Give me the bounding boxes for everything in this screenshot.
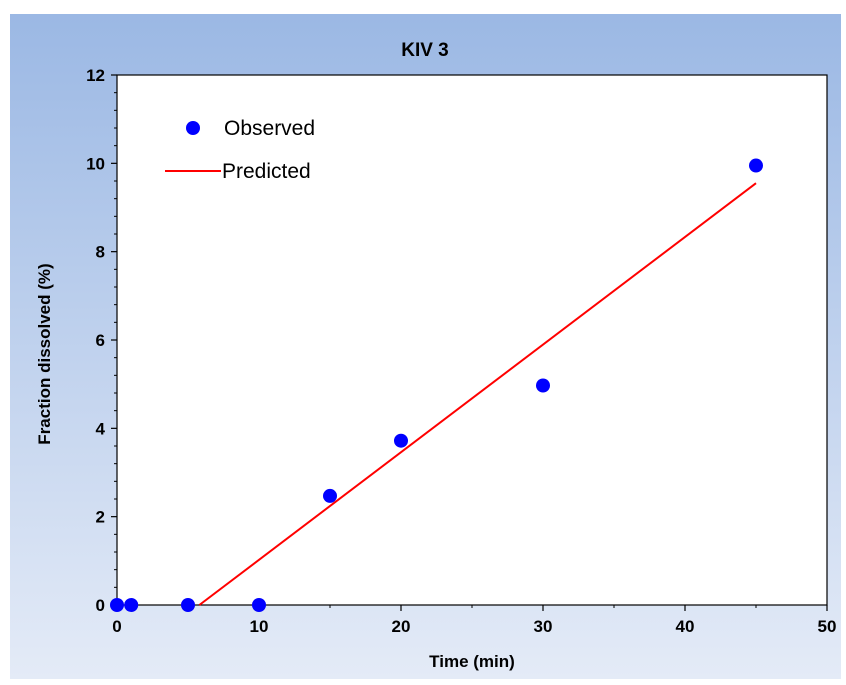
observed-point: [110, 598, 124, 612]
y-tick-label: 12: [86, 66, 105, 85]
plot-area: [117, 75, 827, 605]
observed-point: [124, 598, 138, 612]
chart: KIV 3 0 10 20 30 40 50 0 2 4 6 8 10 12 Time (min) Fr…: [10, 14, 841, 679]
x-tick-label: 50: [818, 617, 837, 636]
chart-frame: KIV 3 0 10 20 30 40 50 0 2 4 6 8 10 12 Time (min) Fr…: [10, 14, 841, 679]
x-tick-label: 30: [534, 617, 553, 636]
x-tick-label: 40: [676, 617, 695, 636]
y-tick-label: 10: [86, 154, 105, 173]
y-tick-label: 8: [96, 243, 105, 262]
x-tick-label: 0: [112, 617, 121, 636]
observed-point: [323, 489, 337, 503]
legend-observed-label: Observed: [224, 117, 315, 140]
legend-predicted-label: Predicted: [222, 160, 311, 183]
y-tick-label: 4: [96, 419, 106, 438]
observed-point: [181, 598, 195, 612]
y-axis-label: Fraction dissolved (%): [35, 263, 54, 444]
x-tick-label: 10: [250, 617, 269, 636]
y-tick-label: 6: [96, 331, 105, 350]
observed-point: [394, 434, 408, 448]
observed-point: [252, 598, 266, 612]
observed-point: [536, 378, 550, 392]
legend-observed-marker: [186, 121, 200, 135]
x-axis-label: Time (min): [429, 652, 515, 671]
x-tick-label: 20: [392, 617, 411, 636]
y-tick-label: 0: [96, 596, 105, 615]
y-tick-label: 2: [96, 508, 105, 527]
chart-title: KIV 3: [401, 40, 449, 61]
observed-point: [749, 159, 763, 173]
